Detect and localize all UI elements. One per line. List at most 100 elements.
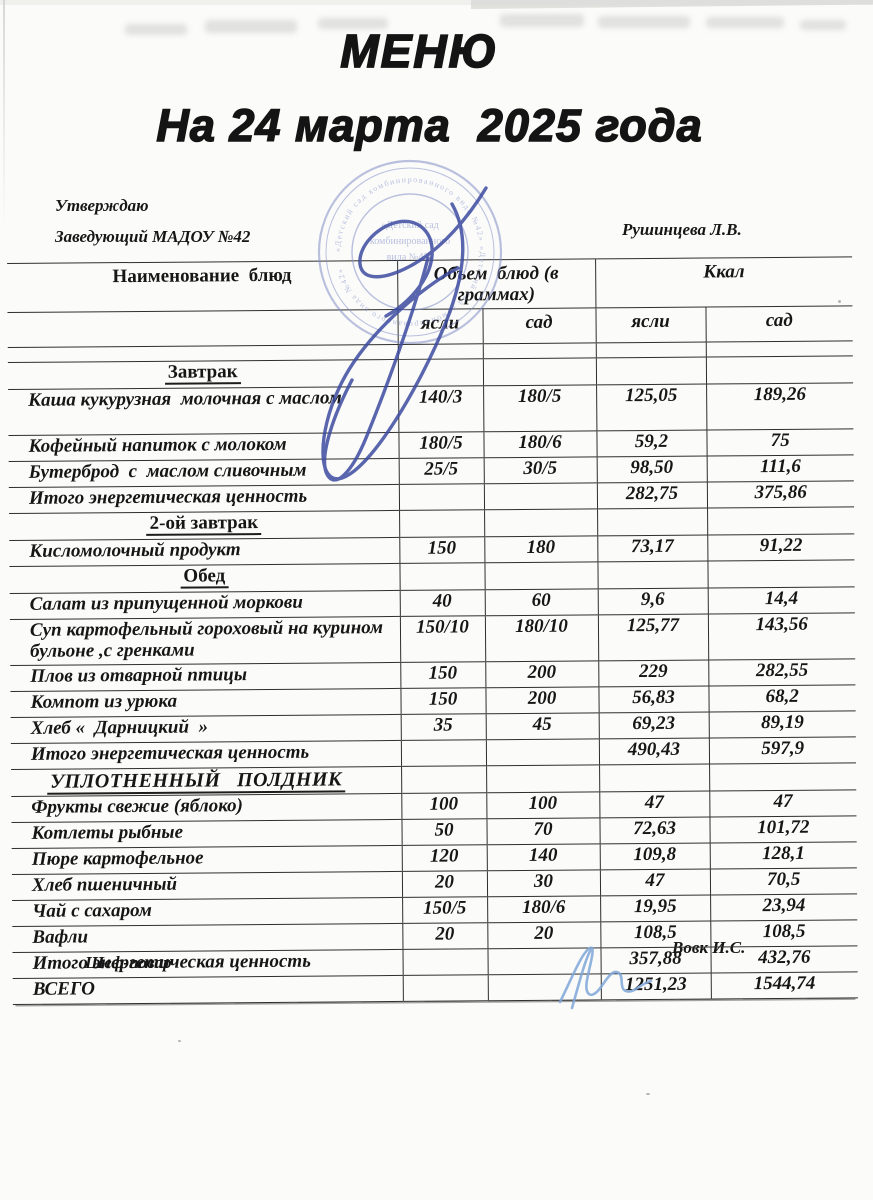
value-cell: 140/3 <box>398 385 484 433</box>
value-cell: 70 <box>486 817 600 845</box>
value-cell <box>402 948 488 976</box>
page-subtitle: На 24 марта 2025 года <box>156 99 703 152</box>
value-cell: 150 <box>400 661 486 689</box>
value-cell: 180/6 <box>483 430 597 458</box>
bleedthrough-artifact <box>318 18 388 29</box>
value-cell: 180/5 <box>483 384 597 432</box>
value-cell: 150 <box>400 687 486 715</box>
value-cell: 100 <box>486 791 600 819</box>
value-cell: 108,5 <box>600 920 711 948</box>
value-cell: 45 <box>485 712 599 740</box>
value-cell: 9,6 <box>597 588 708 615</box>
subheader-garden: сад <box>482 307 596 344</box>
chef-name: Вовк И.С. <box>672 938 746 957</box>
section-label: Обед <box>9 563 400 594</box>
value-cell: 91,22 <box>707 533 855 562</box>
value-cell: 143,56 <box>707 612 856 660</box>
scan-edge-artifact <box>0 0 873 5</box>
dish-name: Итого энергетическая ценность <box>12 949 403 979</box>
value-cell: 47 <box>599 790 710 818</box>
table-header-row: Наименование блюд Объем блюд (в граммах)… <box>7 256 853 313</box>
dish-name: Хлеб « Дарницкий » <box>10 714 401 744</box>
dish-name: Кофейный напиток с молоком <box>8 432 399 462</box>
value-cell: 189,26 <box>706 382 854 431</box>
value-cell: 120 <box>401 844 487 872</box>
dish-name: Вафли <box>12 923 403 953</box>
value-cell: 25/5 <box>398 457 484 485</box>
value-cell: 100 <box>401 792 487 820</box>
dish-name: Котлеты рыбные <box>11 819 402 849</box>
value-cell: 47 <box>709 789 857 817</box>
section-label: Завтрак <box>7 359 399 390</box>
value-cell: 125,77 <box>597 614 709 661</box>
value-cell: 1544,74 <box>710 971 858 999</box>
value-cell: 597,9 <box>708 736 857 764</box>
scan-edge-artifact <box>3 0 5 230</box>
value-cell: 70,5 <box>709 867 858 895</box>
dish-name: Пюре картофельное <box>11 845 402 875</box>
value-cell <box>402 974 488 1002</box>
value-cell: 89,19 <box>708 710 856 738</box>
bleedthrough-artifact <box>800 20 846 30</box>
dish-name: Итого энергетическая ценность <box>8 484 400 514</box>
total-row: ВСЕГО 1251,23 1544,74 <box>12 971 858 1005</box>
value-cell: 69,23 <box>598 711 709 739</box>
value-cell: 150/10 <box>399 615 486 663</box>
scan-speck <box>838 300 841 303</box>
menu-table: Наименование блюд Объем блюд (в граммах)… <box>7 256 858 1005</box>
value-cell: 125,05 <box>596 384 707 431</box>
subheader-garden: сад <box>705 305 853 343</box>
value-cell: 20 <box>401 870 488 898</box>
dish-name: Каша кукурузная молочная с маслом <box>8 386 399 436</box>
value-cell <box>487 947 601 975</box>
value-cell: 56,83 <box>598 685 709 713</box>
value-cell: 30/5 <box>483 456 597 484</box>
value-cell <box>485 738 600 766</box>
bleedthrough-artifact <box>205 20 297 33</box>
section-label: УПЛОТНЕННЫЙ ПОЛДНИК <box>11 766 402 797</box>
value-cell: 47 <box>599 868 711 896</box>
dish-name: Кисломолочный продукт <box>9 537 400 567</box>
dish-name: Чай с сахаром <box>12 897 403 927</box>
dish-row: Каша кукурузная молочная с маслом 140/3 18… <box>8 382 854 436</box>
value-cell: 50 <box>401 818 487 846</box>
value-cell: 180/5 <box>398 431 484 459</box>
bleedthrough-artifact <box>706 17 784 28</box>
subheader-nursery: ясли <box>397 308 483 345</box>
value-cell: 20 <box>487 921 601 949</box>
value-cell: 35 <box>400 713 486 741</box>
dish-name: Компот из урюка <box>10 688 401 718</box>
section-label: 2-ой завтрак <box>9 510 400 541</box>
director-name: Рушинцева Л.В. <box>622 220 742 239</box>
value-cell: 73,17 <box>597 535 708 562</box>
dish-row: Суп картофельный гороховый на курином бу… <box>9 612 856 666</box>
value-cell <box>400 739 487 767</box>
value-cell: 98,50 <box>596 456 707 483</box>
value-cell: 180/6 <box>487 895 601 923</box>
value-cell: 375,86 <box>706 480 855 509</box>
value-cell: 23,94 <box>710 893 858 921</box>
scan-speck <box>646 1093 650 1095</box>
value-cell: 1251,23 <box>600 972 711 1000</box>
bleedthrough-artifact <box>500 14 584 27</box>
value-cell: 72,63 <box>599 816 710 844</box>
value-cell: 229 <box>598 659 709 687</box>
value-cell: 59,2 <box>596 430 707 457</box>
col-header-kcal: Ккал <box>595 256 853 308</box>
value-cell: 282,75 <box>596 482 708 509</box>
value-cell: 150 <box>399 536 485 564</box>
value-cell: 20 <box>402 922 488 950</box>
value-cell: 30 <box>486 869 601 897</box>
dish-name: ВСЕГО <box>12 975 403 1005</box>
section-label-text: Завтрак <box>164 361 241 385</box>
col-header-dish-name: Наименование блюд <box>7 260 398 313</box>
subheader-nursery: ясли <box>595 307 706 343</box>
bleedthrough-artifact <box>598 16 690 28</box>
dish-name: Плов из отварной птицы <box>10 662 401 692</box>
value-cell: 60 <box>484 588 598 616</box>
value-cell: 111,6 <box>706 454 854 483</box>
value-cell: 128,1 <box>709 841 857 869</box>
dish-name: Бутерброд с маслом сливочным <box>8 458 399 488</box>
dish-name: Салат из припущенной моркови <box>9 590 400 620</box>
